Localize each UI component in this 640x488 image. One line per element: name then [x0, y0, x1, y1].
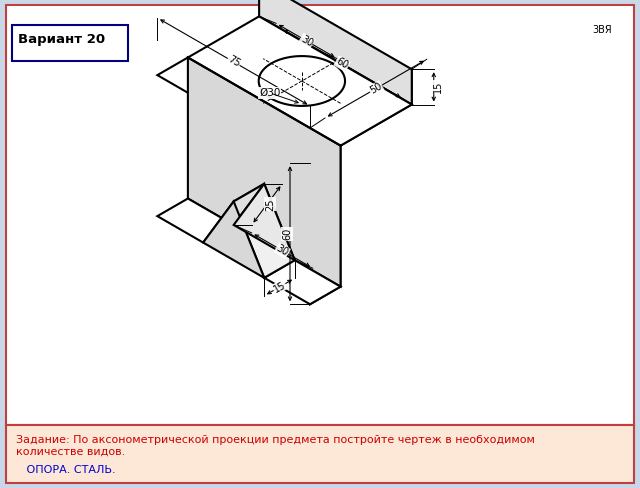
Text: 50: 50: [368, 81, 384, 96]
Polygon shape: [234, 184, 295, 278]
Text: 3ВЯ: 3ВЯ: [592, 25, 612, 35]
Polygon shape: [157, 199, 234, 243]
Text: Задание: По аксонометрической проекции предмета постройте чертеж в необходимом
к: Задание: По аксонометрической проекции п…: [16, 435, 535, 457]
Polygon shape: [234, 184, 295, 260]
Text: Ø30: Ø30: [259, 88, 280, 98]
Text: 25: 25: [265, 198, 275, 211]
Polygon shape: [203, 184, 264, 243]
Polygon shape: [259, 0, 412, 104]
Text: 15: 15: [433, 81, 443, 93]
Text: 15: 15: [271, 280, 287, 294]
Text: 60: 60: [282, 227, 292, 240]
Polygon shape: [157, 17, 412, 163]
Text: Вариант 20: Вариант 20: [18, 33, 105, 46]
Polygon shape: [203, 202, 264, 278]
Polygon shape: [310, 145, 340, 304]
Text: 30: 30: [299, 34, 314, 48]
Polygon shape: [188, 58, 340, 286]
Text: 30: 30: [275, 243, 290, 258]
Text: ОПОРА. СТАЛЬ.: ОПОРА. СТАЛЬ.: [16, 465, 116, 474]
Polygon shape: [264, 260, 340, 304]
Text: 60: 60: [334, 56, 350, 71]
Text: 75: 75: [226, 55, 241, 69]
Polygon shape: [310, 69, 412, 163]
